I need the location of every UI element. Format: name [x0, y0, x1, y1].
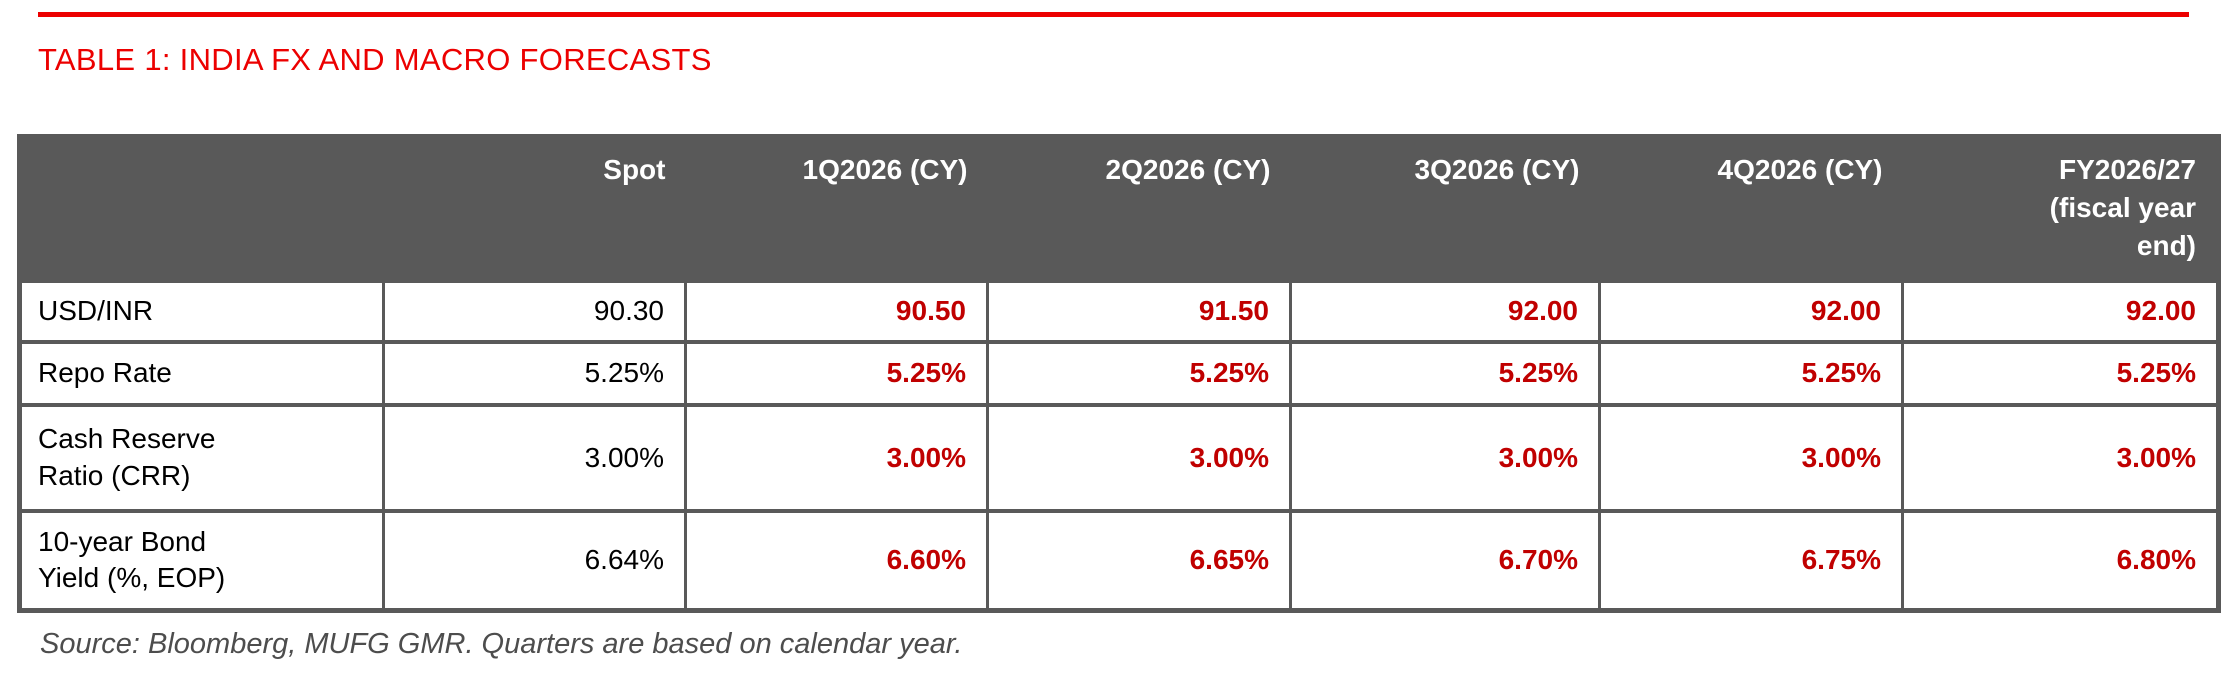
- row-label: USD/INR: [18, 278, 384, 342]
- forecast-value: 3.00%: [1289, 402, 1600, 511]
- row-label: Repo Rate: [18, 339, 384, 405]
- forecast-value: 90.50: [684, 278, 988, 342]
- forecast-value: 92.00: [1598, 278, 1903, 342]
- forecast-value: 6.80%: [1901, 508, 2219, 611]
- forecast-value: 6.60%: [684, 508, 988, 611]
- forecast-value: 5.25%: [684, 339, 988, 405]
- row-label: 10-year Bond Yield (%, EOP): [18, 508, 384, 611]
- forecast-value: 6.75%: [1598, 508, 1903, 611]
- spot-value: 3.00%: [382, 402, 686, 511]
- table-row-crr: Cash Reserve Ratio (CRR) 3.00% 3.00% 3.0…: [18, 402, 2219, 511]
- header-empty: [19, 136, 384, 281]
- row-label: Cash Reserve Ratio (CRR): [18, 402, 384, 511]
- table-row-repo-rate: Repo Rate 5.25% 5.25% 5.25% 5.25% 5.25% …: [18, 339, 2219, 405]
- forecast-value: 5.25%: [1598, 339, 1903, 405]
- table-title: TABLE 1: INDIA FX AND MACRO FORECASTS: [38, 42, 712, 77]
- forecast-value: 3.00%: [1901, 402, 2219, 511]
- forecast-value: 5.25%: [1289, 339, 1600, 405]
- forecast-value: 5.25%: [1901, 339, 2219, 405]
- header-4q2026: 4Q2026 (CY): [1599, 136, 1903, 281]
- spot-value: 90.30: [382, 278, 686, 342]
- spot-value: 6.64%: [382, 508, 686, 611]
- table-row-usd-inr: USD/INR 90.30 90.50 91.50 92.00 92.00 92…: [18, 278, 2219, 342]
- header-fy2026-27: FY2026/27 (fiscal year end): [1902, 136, 2219, 281]
- forecast-value: 3.00%: [1598, 402, 1903, 511]
- source-note: Source: Bloomberg, MUFG GMR. Quarters ar…: [40, 628, 963, 660]
- forecast-value: 92.00: [1901, 278, 2219, 342]
- fx-macro-forecast-table: Spot 1Q2026 (CY) 2Q2026 (CY) 3Q2026 (CY)…: [17, 134, 2221, 613]
- header-spot: Spot: [383, 136, 686, 281]
- spot-value: 5.25%: [382, 339, 686, 405]
- forecast-value: 6.70%: [1289, 508, 1600, 611]
- forecast-value: 6.65%: [986, 508, 1291, 611]
- forecast-value: 5.25%: [986, 339, 1291, 405]
- accent-rule: [38, 12, 2189, 17]
- table-row-10y-bond-yield: 10-year Bond Yield (%, EOP) 6.64% 6.60% …: [18, 508, 2219, 611]
- header-3q2026: 3Q2026 (CY): [1290, 136, 1600, 281]
- table-header-row: Spot 1Q2026 (CY) 2Q2026 (CY) 3Q2026 (CY)…: [19, 136, 2219, 281]
- forecast-value: 92.00: [1289, 278, 1600, 342]
- forecast-value: 91.50: [986, 278, 1291, 342]
- forecast-value: 3.00%: [684, 402, 988, 511]
- header-2q2026: 2Q2026 (CY): [987, 136, 1291, 281]
- header-1q2026: 1Q2026 (CY): [685, 136, 988, 281]
- forecast-value: 3.00%: [986, 402, 1291, 511]
